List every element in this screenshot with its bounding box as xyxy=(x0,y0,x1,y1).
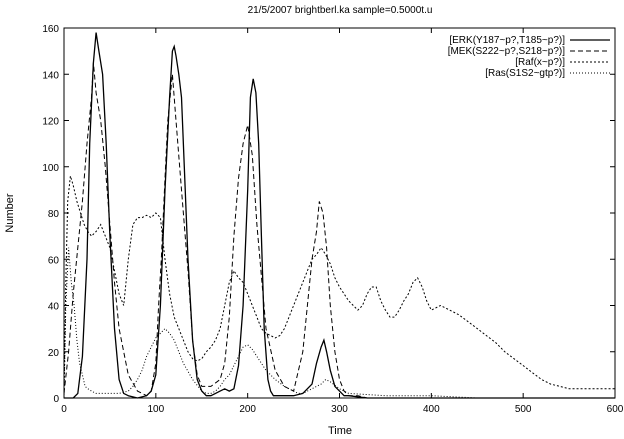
y-axis-label: Number xyxy=(4,193,16,232)
series-layer xyxy=(63,32,615,399)
series-line-3 xyxy=(63,175,615,399)
series-line-4 xyxy=(63,247,615,399)
y-tick-label: 20 xyxy=(48,348,60,359)
axis-ticks: 0 100 200 300 400 500 600 0 20 40 60 80 100 120 140 160 xyxy=(42,24,623,415)
x-tick-label: 300 xyxy=(331,404,348,415)
x-tick-label: 500 xyxy=(515,404,532,415)
x-tick-label: 600 xyxy=(607,404,624,415)
x-axis-label: Time xyxy=(328,425,352,437)
y-tick-label: 100 xyxy=(42,163,59,174)
legend-label-3: [Raf(x~p?)] xyxy=(515,57,565,68)
x-tick-label: 100 xyxy=(147,404,164,415)
x-tick-label: 400 xyxy=(423,404,440,415)
y-tick-label: 0 xyxy=(53,394,59,405)
series-line-2 xyxy=(63,62,615,399)
legend-label-4: [Ras(S1S2~gtp?)] xyxy=(485,68,565,79)
plot-frame xyxy=(63,27,616,399)
y-tick-label: 120 xyxy=(42,117,59,128)
y-tick-label: 80 xyxy=(48,209,60,220)
y-tick-label: 160 xyxy=(42,24,59,35)
legend-label-2: [MEK(S222~p?,S218~p?)] xyxy=(448,46,566,57)
legend: [ERK(Y187~p?,T185~p?)][MEK(S222~p?,S218~… xyxy=(448,35,610,79)
legend-label-1: [ERK(Y187~p?,T185~p?)] xyxy=(449,35,565,46)
x-tick-label: 0 xyxy=(61,404,67,415)
y-tick-label: 40 xyxy=(48,302,60,313)
y-tick-label: 140 xyxy=(42,70,59,81)
series-line-1 xyxy=(64,32,615,399)
y-tick-label: 60 xyxy=(48,255,60,266)
chart-title: 21/5/2007 brightberl.ka sample=0.5000t.u xyxy=(248,5,433,16)
x-tick-label: 200 xyxy=(239,404,256,415)
